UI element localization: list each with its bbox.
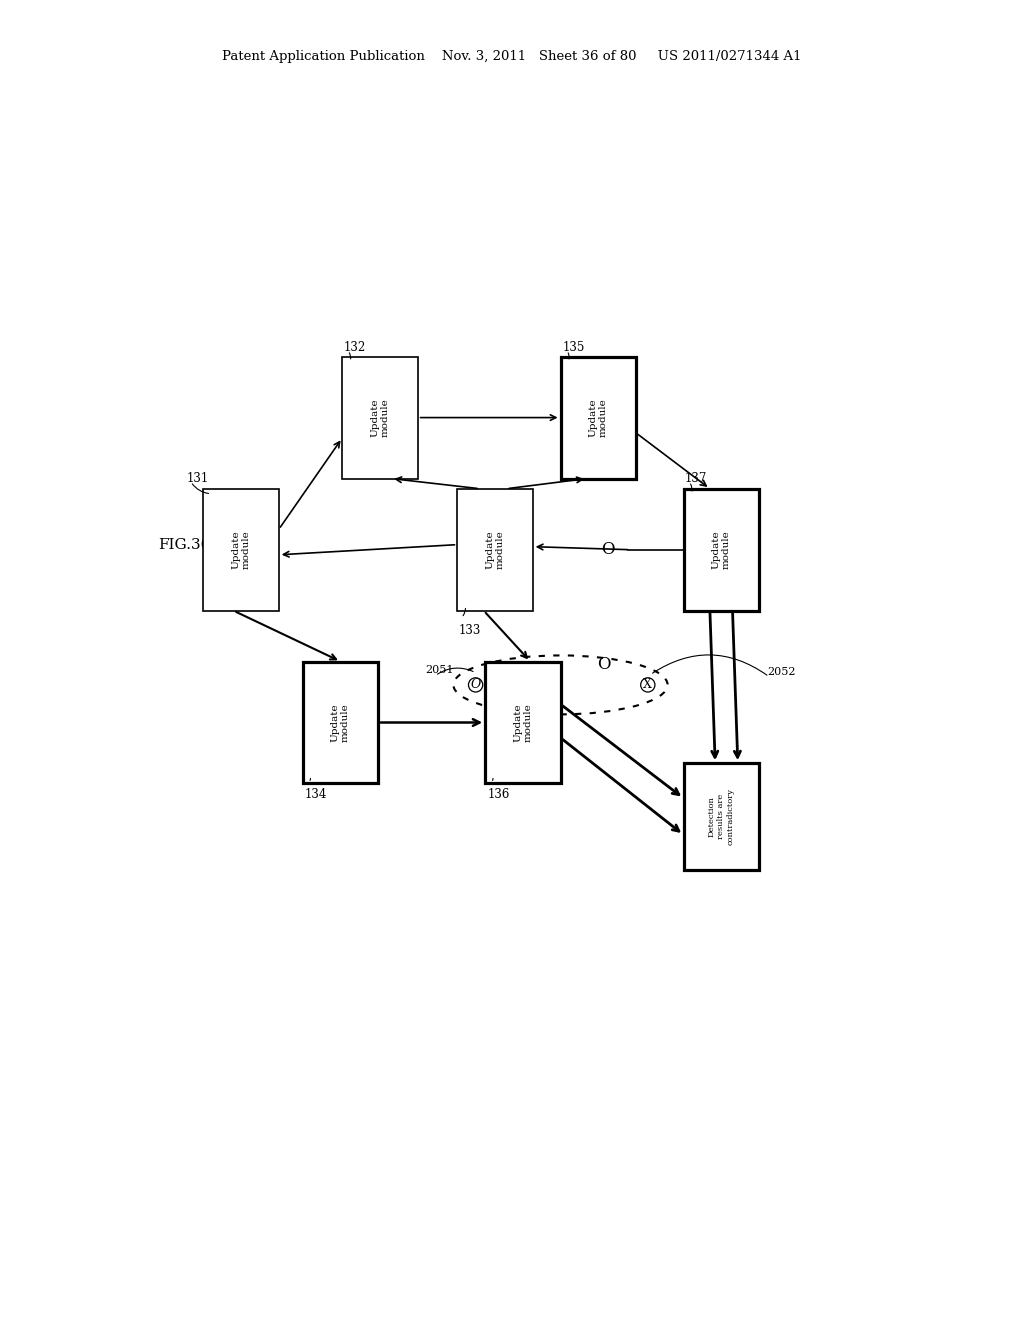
Text: 135: 135 bbox=[563, 341, 586, 354]
Text: O: O bbox=[597, 656, 611, 673]
Text: 2052: 2052 bbox=[768, 667, 796, 677]
Text: 134: 134 bbox=[305, 788, 328, 800]
Bar bbox=[560, 356, 636, 479]
Text: Update
module: Update module bbox=[231, 531, 251, 569]
Bar bbox=[684, 763, 759, 870]
Text: Update
module: Update module bbox=[331, 704, 350, 742]
Bar bbox=[303, 661, 378, 784]
Text: 136: 136 bbox=[487, 788, 510, 800]
Text: X: X bbox=[643, 678, 652, 692]
Text: Update
module: Update module bbox=[589, 399, 608, 437]
Text: Update
module: Update module bbox=[371, 399, 390, 437]
Text: Update
module: Update module bbox=[485, 531, 505, 569]
Bar bbox=[342, 356, 418, 479]
Text: 133: 133 bbox=[458, 624, 480, 638]
Text: O: O bbox=[470, 678, 480, 692]
Bar bbox=[485, 661, 560, 784]
Bar bbox=[204, 488, 279, 611]
Text: 2051: 2051 bbox=[426, 665, 454, 675]
Text: 137: 137 bbox=[685, 471, 708, 484]
Text: 132: 132 bbox=[344, 341, 367, 354]
Text: 131: 131 bbox=[186, 471, 209, 484]
Text: FIG.36: FIG.36 bbox=[158, 537, 211, 552]
Bar bbox=[684, 488, 759, 611]
Text: Update
module: Update module bbox=[513, 704, 532, 742]
Bar bbox=[458, 488, 532, 611]
Text: Update
module: Update module bbox=[712, 531, 731, 569]
Text: O: O bbox=[601, 541, 614, 558]
Text: Patent Application Publication    Nov. 3, 2011   Sheet 36 of 80     US 2011/0271: Patent Application Publication Nov. 3, 2… bbox=[222, 50, 802, 63]
Text: Detection
results are
contradictory: Detection results are contradictory bbox=[708, 788, 734, 845]
